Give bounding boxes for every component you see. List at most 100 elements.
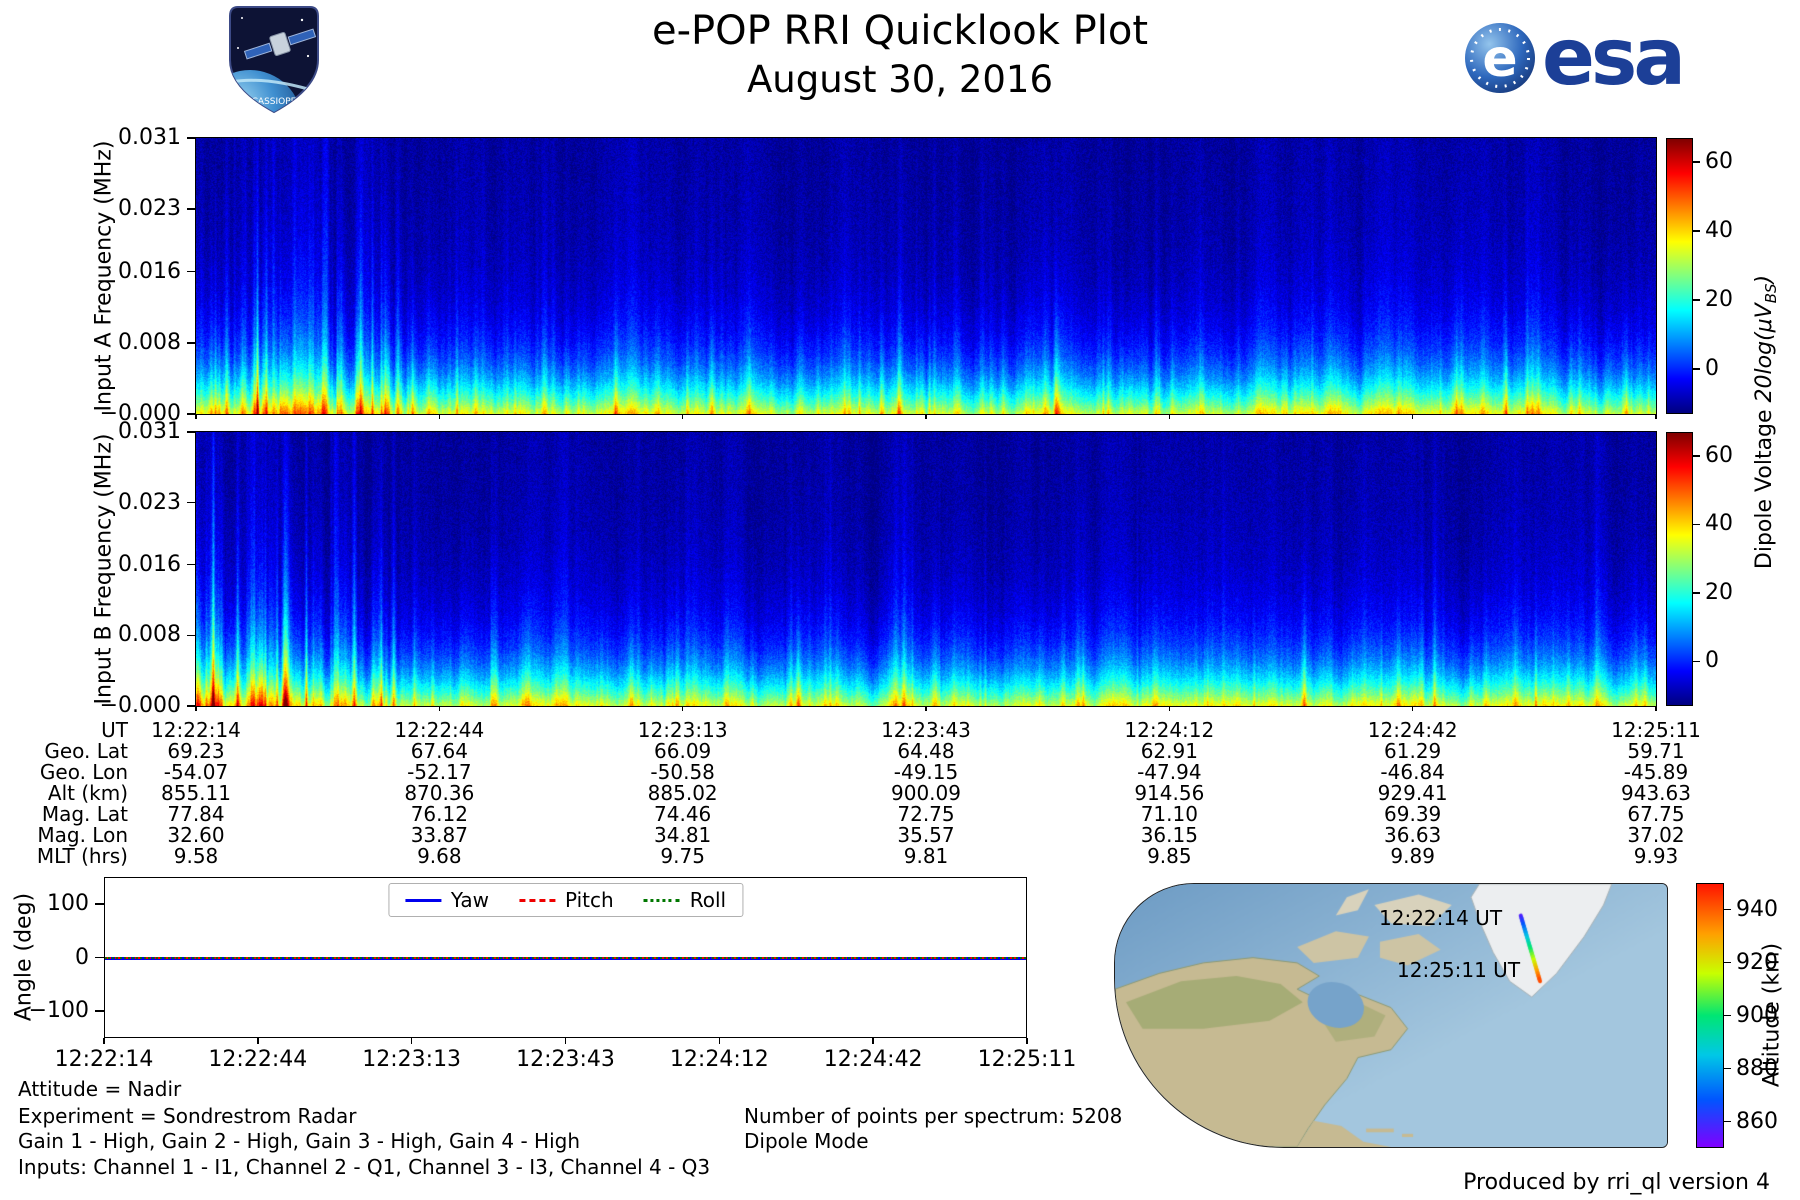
ephemeris-cell: 914.56	[1134, 781, 1205, 805]
colorbar-tick-mark	[1693, 523, 1700, 526]
ephemeris-cell: 9.75	[660, 844, 705, 868]
spec-xtick-mark	[1168, 414, 1171, 419]
angle-xtick-mark	[718, 1038, 721, 1044]
ephemeris-row-label: Geo. Lat	[44, 739, 128, 763]
ephemeris-cell: 71.10	[1140, 802, 1198, 826]
colorbar-tick-mark	[1693, 660, 1700, 663]
ephemeris-cell: 12:22:14	[151, 718, 241, 742]
ephemeris-cell: 870.36	[404, 781, 475, 805]
spec-xtick-mark	[925, 414, 927, 419]
ephemeris-cell: 9.85	[1147, 844, 1192, 868]
altitude-tick-label: 880	[1736, 1055, 1778, 1081]
ephemeris-cell: -46.84	[1380, 760, 1445, 784]
ephemeris-row-label: UT	[101, 718, 128, 742]
ephemeris-cell: 77.84	[167, 802, 225, 826]
ground-track-map-canvas	[1115, 884, 1667, 1147]
colorbar-tick-label: 60	[1705, 149, 1733, 175]
attitude-note: Attitude = Nadir	[18, 1077, 182, 1101]
altitude-tick-mark	[1724, 1014, 1731, 1017]
points-per-spectrum-note: Number of points per spectrum: 5208	[744, 1104, 1123, 1128]
spec-ytick-mark	[187, 208, 196, 210]
roll-line	[105, 957, 1026, 960]
colorbar-tick-label: 40	[1705, 511, 1733, 537]
input-b-spectrogram-canvas	[196, 432, 1656, 706]
ephemeris-cell: 12:25:11	[1611, 718, 1701, 742]
spec-xtick-mark	[195, 414, 197, 419]
colorbar-tick-label: 20	[1705, 287, 1733, 313]
spec-xtick-mark	[681, 414, 684, 419]
spec-xtick-mark	[925, 706, 927, 711]
mode-note: Dipole Mode	[744, 1129, 869, 1153]
ephemeris-cell: 929.41	[1377, 781, 1448, 805]
spec-xtick-mark	[1411, 706, 1414, 711]
ephemeris-cell: 35.57	[897, 823, 955, 847]
angle-xtick-mark	[103, 1038, 105, 1044]
colorbar-tick-label: 0	[1705, 356, 1719, 382]
colorbar-tick-mark	[1693, 592, 1700, 594]
angle-xtick-mark	[410, 1038, 413, 1044]
ephemeris-cell: 12:24:12	[1124, 718, 1215, 742]
angle-xtick-mark	[1026, 1038, 1028, 1044]
ephemeris-row-label: Mag. Lat	[41, 802, 128, 826]
angle-xtick-label: 12:23:43	[516, 1047, 615, 1072]
colorbar-tick-mark	[1693, 230, 1700, 232]
angle-xtick-mark	[257, 1038, 259, 1044]
spec-ytick-mark	[187, 342, 196, 344]
ephemeris-cell: -50.58	[650, 760, 715, 784]
legend-label: Roll	[689, 888, 727, 912]
ephemeris-cell: 9.68	[417, 844, 462, 868]
spec-xtick-mark	[681, 706, 684, 711]
ephemeris-row-label: MLT (hrs)	[36, 844, 128, 868]
angle-xtick-label: 12:22:14	[54, 1047, 154, 1072]
ephemeris-row-label: Mag. Lon	[37, 823, 128, 847]
ephemeris-row-label: Alt (km)	[47, 781, 128, 805]
cassiope-patch-text: CASSIOPE	[252, 97, 297, 107]
dipole-label-math: 20log(μVBS)	[1751, 275, 1781, 403]
colorbar-tick-mark	[1693, 299, 1700, 301]
legend-label: Pitch	[565, 888, 614, 912]
ephemeris-cell: -45.89	[1623, 760, 1689, 784]
ephemeris-cell: 36.63	[1384, 823, 1442, 847]
cassiope-mission-patch-icon: CASSIOPE	[229, 6, 319, 114]
dipole-label-prefix: Dipole Voltage	[1751, 402, 1777, 570]
spec-xtick-mark	[1168, 706, 1171, 711]
angle-xtick-label: 12:24:12	[669, 1047, 769, 1072]
ephemeris-cell: 12:23:13	[637, 718, 728, 742]
spec-xtick-mark	[1655, 414, 1657, 419]
input-a-ylabel: Input A Frequency (MHz)	[91, 140, 117, 412]
spec-ytick-label: 0.016	[118, 258, 181, 284]
ephemeris-cell: 61.29	[1384, 739, 1442, 763]
gain-note: Gain 1 - High, Gain 2 - High, Gain 3 - H…	[18, 1129, 581, 1153]
roll-line-sample-icon	[643, 898, 680, 902]
ephemeris-cell: 885.02	[647, 781, 718, 805]
ephemeris-cell: 32.60	[167, 823, 225, 847]
ephemeris-cell: 12:22:44	[394, 718, 485, 742]
ephemeris-cell: 64.48	[897, 739, 955, 763]
ephemeris-cell: 67.75	[1627, 802, 1685, 826]
yaw-line-sample-icon	[404, 898, 441, 902]
legend-item-pitch: Pitch	[519, 888, 614, 912]
esa-logo: e esa	[1462, 19, 1686, 97]
altitude-tick-mark	[1724, 908, 1731, 911]
spec-ytick-label: 0.016	[118, 551, 181, 577]
colorbar-tick-label: 0	[1705, 648, 1719, 674]
dipole-label-subscript: BS	[1762, 283, 1781, 304]
ephemeris-cell: 34.81	[654, 823, 712, 847]
spec-ytick-label: −0.000	[99, 692, 181, 718]
ephemeris-cell: 36.15	[1140, 823, 1198, 847]
ephemeris-cell: 33.87	[410, 823, 468, 847]
experiment-note: Experiment = Sondrestrom Radar	[18, 1104, 357, 1128]
ephemeris-cell: -54.07	[163, 760, 229, 784]
dipole-label-math-text: 20log(μV	[1751, 303, 1777, 403]
altitude-tick-label: 920	[1736, 949, 1778, 975]
legend-item-roll: Roll	[643, 888, 727, 912]
ephemeris-cell: 9.81	[903, 844, 949, 868]
angle-ytick-label: 100	[47, 890, 89, 916]
esa-emblem-letter: e	[1482, 29, 1517, 89]
ephemeris-cell: 66.09	[654, 739, 712, 763]
spec-ytick-mark	[187, 563, 196, 566]
spec-ytick-mark	[187, 413, 196, 415]
input-a-spectrogram	[195, 137, 1657, 415]
input-a-spectrogram-canvas	[196, 138, 1656, 414]
ephemeris-cell: 9.89	[1390, 844, 1435, 868]
